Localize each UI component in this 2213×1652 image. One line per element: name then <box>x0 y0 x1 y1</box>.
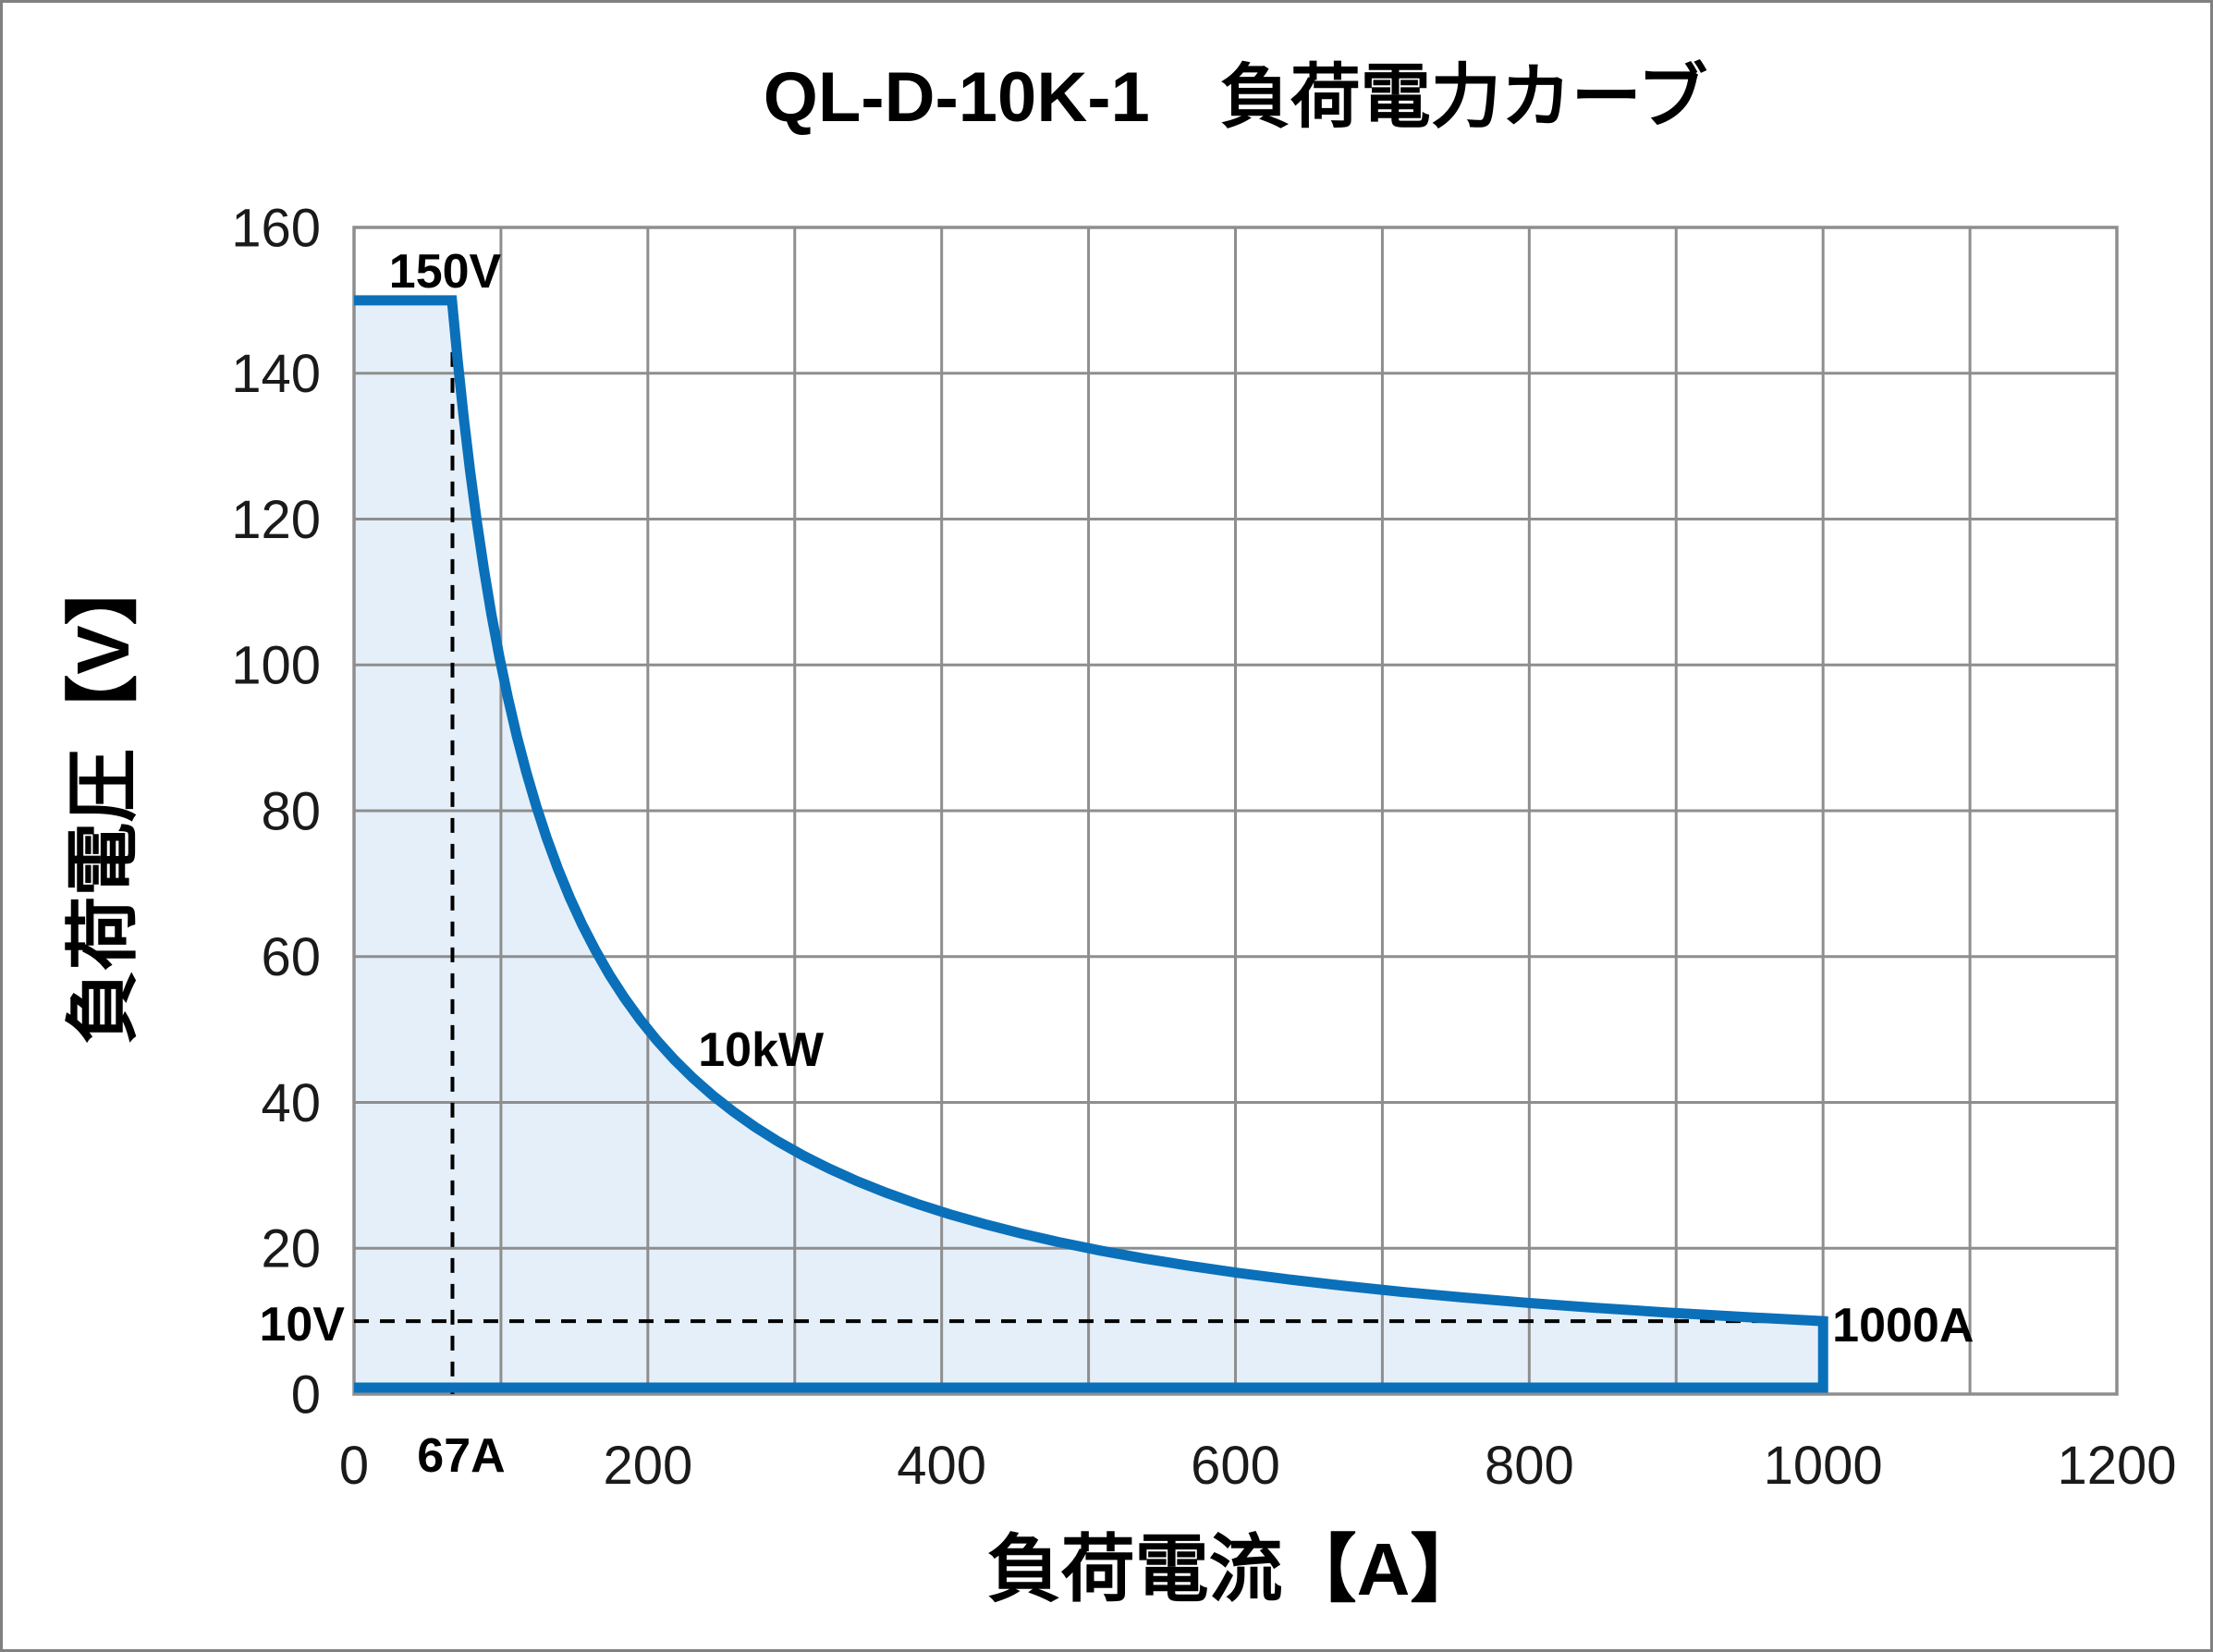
y-tick-label: 140 <box>231 344 321 404</box>
chart-title: QL-D-10K-1 負荷電力カーブ <box>763 58 1708 137</box>
x-tick-label: 0 <box>339 1436 369 1496</box>
x-tick-label: 400 <box>897 1436 986 1496</box>
annotation-10kW: 10kW <box>698 1023 825 1077</box>
x-tick-label: 1200 <box>2057 1436 2176 1496</box>
y-tick-label: 100 <box>231 636 321 696</box>
x-tick-label: 200 <box>603 1436 692 1496</box>
envelope-fill <box>354 300 1824 1394</box>
envelope-curve <box>354 295 1828 1393</box>
y-tick-label: 80 <box>261 781 321 841</box>
annotation-1000A: 1000A <box>1832 1299 1974 1352</box>
y-tick-label: 20 <box>261 1219 321 1279</box>
y-tick-label: 60 <box>261 927 321 987</box>
annotation-10V: 10V <box>259 1298 345 1352</box>
x-tick-label: 1000 <box>1764 1436 1883 1496</box>
plot-border <box>352 226 2119 1396</box>
y-tick-label: 120 <box>231 490 321 550</box>
y-tick-label: 40 <box>261 1073 321 1133</box>
x-tick-label: 600 <box>1191 1436 1280 1496</box>
y-tick-label: 0 <box>291 1364 321 1425</box>
annotation-67A: 67A <box>417 1429 505 1483</box>
plot-area-svg: 0 200 400 600 800 1000 1200 0 20 40 60 80 100 120 140 1… <box>231 198 2176 1496</box>
x-tick-label: 800 <box>1485 1436 1574 1496</box>
annotation-150V: 150V <box>389 245 502 299</box>
y-tick-label: 160 <box>231 198 321 258</box>
x-axis-title: 負荷電流【A】 <box>986 1528 1485 1610</box>
